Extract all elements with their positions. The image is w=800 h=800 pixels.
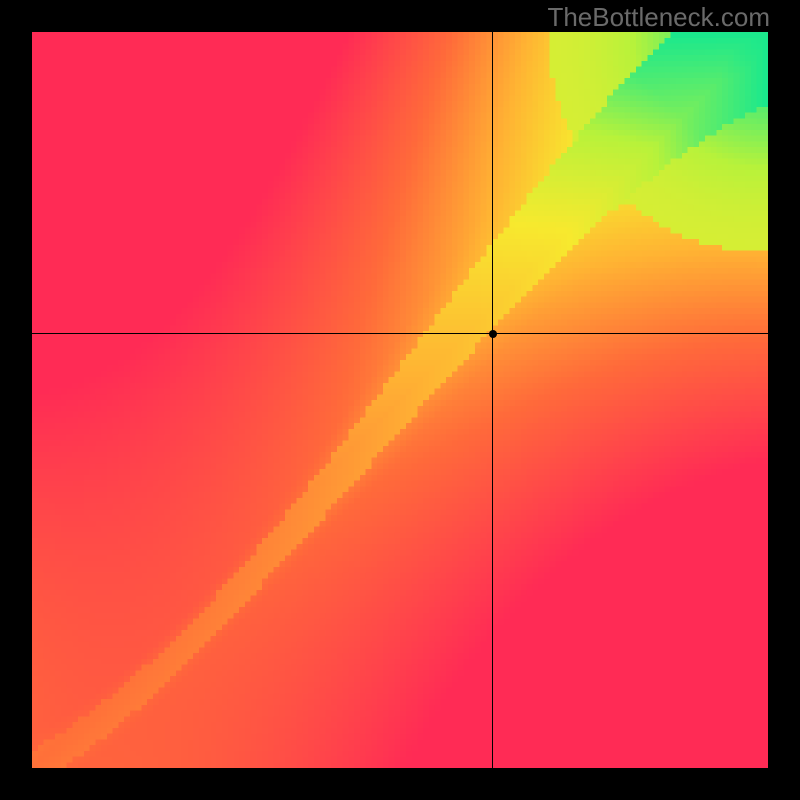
crosshair-vertical xyxy=(492,32,493,768)
bottleneck-heatmap xyxy=(32,32,768,768)
crosshair-horizontal xyxy=(32,333,768,334)
chart-container: TheBottleneck.com xyxy=(0,0,800,800)
watermark-text: TheBottleneck.com xyxy=(547,2,770,33)
selection-marker xyxy=(489,330,497,338)
